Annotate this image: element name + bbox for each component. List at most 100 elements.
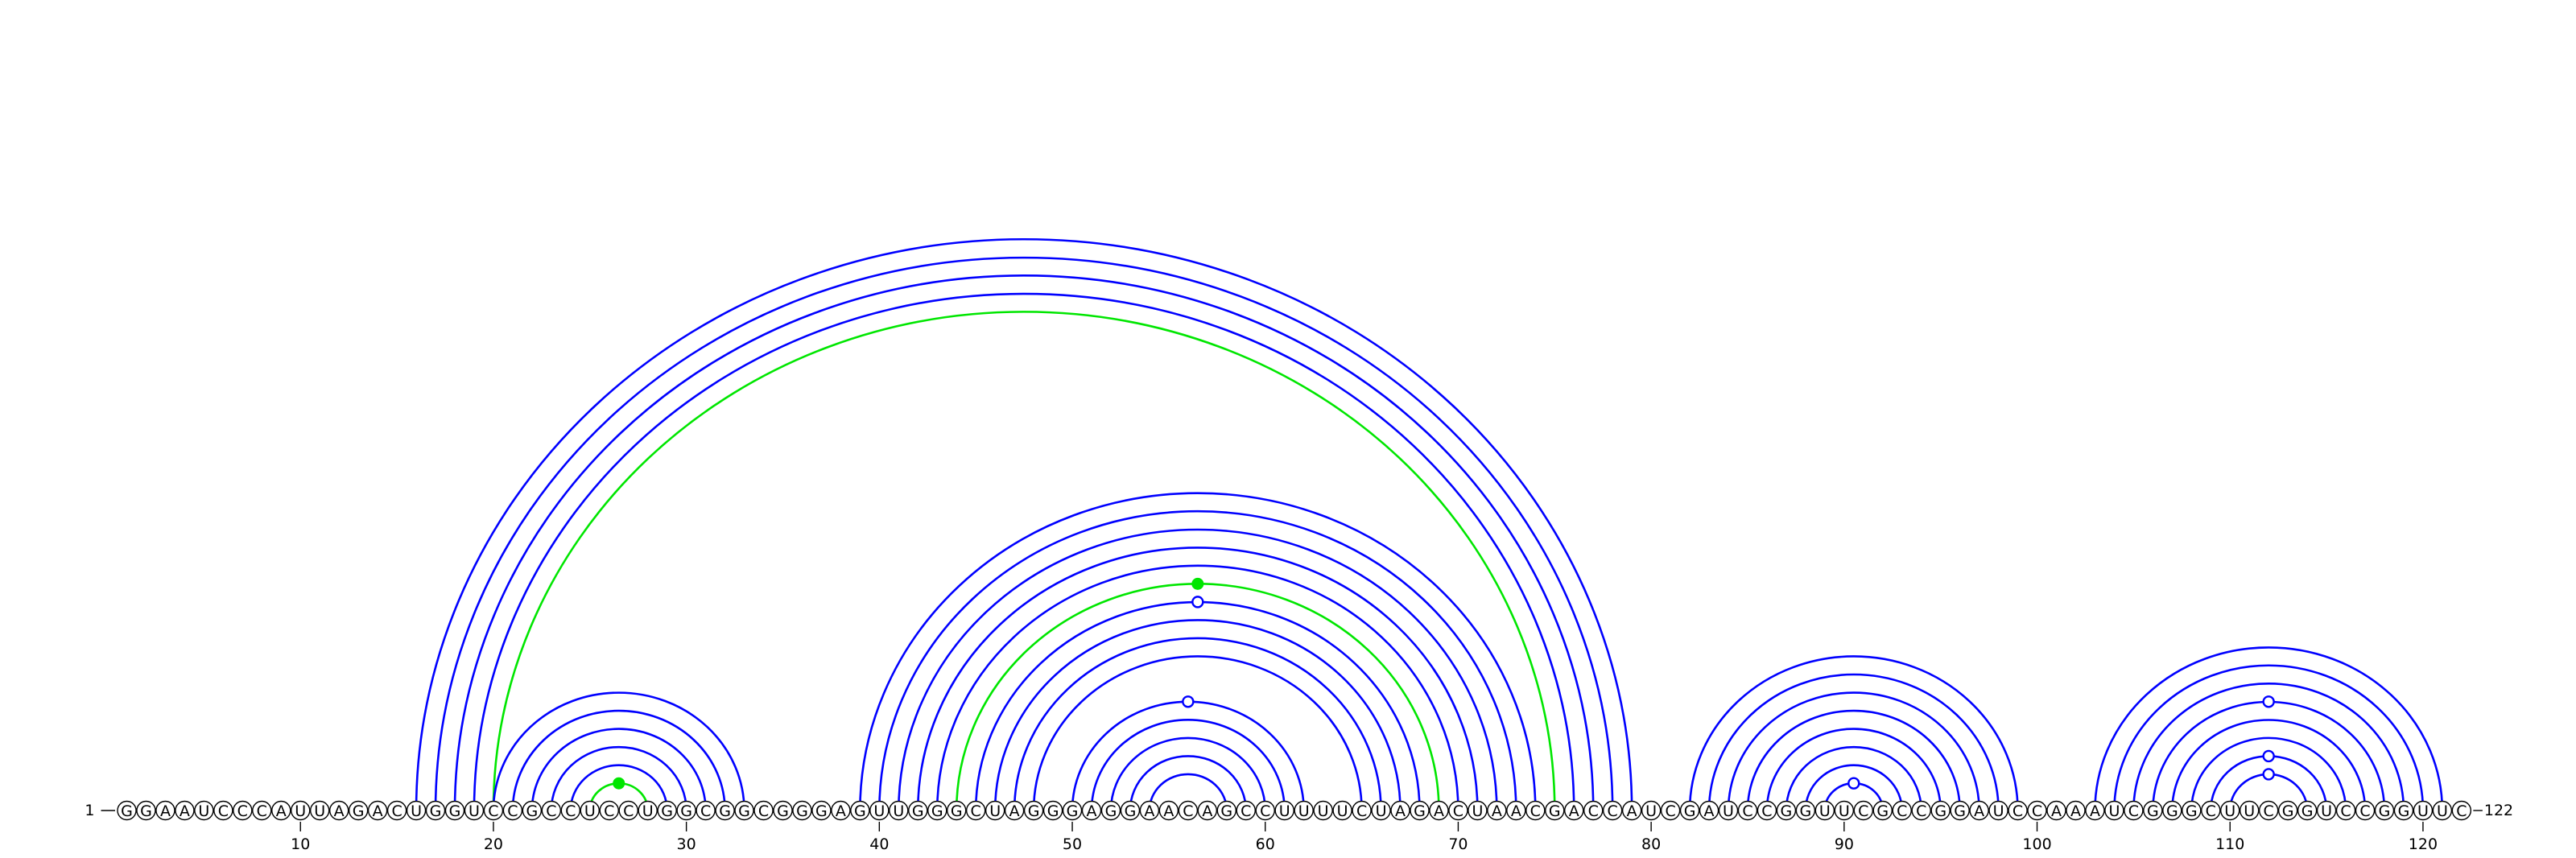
nucleotide-letter: U (1839, 802, 1850, 820)
nucleotide-95: G (1930, 800, 1951, 821)
nucleotide-letter: C (971, 802, 981, 820)
nucleotide-108: G (2182, 800, 2202, 821)
pair-marker-89-92 (1847, 777, 1860, 790)
nucleotide-119: G (2393, 800, 2414, 821)
nucleotide-letter: G (1220, 802, 1232, 820)
nucleotide-21: C (502, 800, 523, 821)
nucleotide-letter: A (1974, 802, 1984, 820)
nucleotide-letter: U (584, 802, 596, 820)
nucleotide-circle (1371, 800, 1391, 821)
nucleotide-circle (406, 800, 427, 821)
nucleotide-41: U (889, 800, 909, 821)
nucleotide-circle (2239, 800, 2260, 821)
nucleotide-120: U (2413, 800, 2434, 821)
nucleotide-circle (1390, 800, 1410, 821)
nucleotide-circle (1178, 800, 1199, 821)
nucleotide-102: A (2066, 800, 2086, 821)
nucleotide-58: G (1216, 800, 1236, 821)
tick-label-20: 20 (484, 835, 503, 853)
nucleotide-12: A (328, 800, 349, 821)
pair-marker-109-115 (2262, 749, 2275, 763)
nucleotide-letter: C (257, 802, 267, 820)
nucleotide-circle (175, 800, 195, 821)
nucleotide-103: A (2085, 800, 2105, 821)
nucleotide-letter: C (1897, 802, 1907, 820)
nucleotide-91: C (1853, 800, 1874, 821)
nucleotide-letter: U (1298, 802, 1310, 820)
nucleotide-circle (1988, 800, 2008, 821)
nucleotide-20: C (483, 800, 504, 821)
nucleotide-25: U (580, 800, 600, 821)
nucleotide-circle (1062, 800, 1083, 821)
nucleotide-34: C (753, 800, 774, 821)
nucleotide-circle (2277, 800, 2298, 821)
nucleotide-9: A (271, 800, 291, 821)
pair-marker-45-68 (1191, 596, 1204, 608)
nucleotide-circle (696, 800, 716, 821)
nucleotide-circle (2201, 800, 2221, 821)
nucleotide-circle (541, 800, 562, 821)
nucleotide-letter: U (1645, 802, 1657, 820)
nucleotide-letter: A (2090, 802, 2100, 820)
nucleotide-65: C (1352, 800, 1372, 821)
nucleotide-circle (2085, 800, 2105, 821)
nucleotide-letter: G (1125, 802, 1137, 820)
nucleotide-letter: U (989, 802, 1001, 820)
nucleotide-circle (927, 800, 947, 821)
nucleotide-63: U (1313, 800, 1333, 821)
base-pair-arc-103-121 (2094, 646, 2444, 811)
nucleotide-46: U (985, 800, 1005, 821)
nucleotide-letter: A (2051, 802, 2062, 820)
nucleotide-circle (831, 800, 851, 821)
nucleotide-59: C (1236, 800, 1256, 821)
nucleotide-73: A (1506, 800, 1526, 821)
nucleotide-43: G (927, 800, 947, 821)
nucleotide-letter: A (1627, 802, 1637, 820)
nucleotide-circle (676, 800, 696, 821)
tick-label-70: 70 (1448, 835, 1468, 853)
nucleotide-53: G (1120, 800, 1141, 821)
nucleotide-45: C (965, 800, 986, 821)
position-ticks: 10 20 30 40 50 60 70 80 90 100 110 120 (291, 822, 2438, 853)
nucleotide-letter: A (1434, 802, 1444, 820)
nucleotide-circle (811, 800, 832, 821)
nucleotide-60: C (1255, 800, 1275, 821)
nucleotide-88: G (1795, 800, 1816, 821)
nucleotide-letter: C (2032, 802, 2042, 820)
nucleotide-circle (1757, 800, 1777, 821)
nucleotide-letter: U (2224, 802, 2235, 820)
nucleotide-36: G (792, 800, 812, 821)
nucleotide-31: C (696, 800, 716, 821)
nucleotide-letter: G (449, 802, 461, 820)
nucleotide-circle (1197, 800, 1218, 821)
base-pair-arc-86-95 (1765, 728, 1942, 811)
nucleotide-74: C (1525, 800, 1546, 821)
nucleotide-circle (1158, 800, 1179, 821)
nucleotide-circle (2162, 800, 2182, 821)
nucleotide-letter: U (1337, 802, 1348, 820)
nucleotide-circle (715, 800, 735, 821)
nucleotide-circle (1468, 800, 1488, 821)
base-pair-arc-23-30 (550, 745, 687, 811)
nucleotide-49: G (1042, 800, 1063, 821)
nucleotide-circle (1525, 800, 1546, 821)
base-pair-arc-20-33 (492, 691, 745, 811)
nucleotide-letter: C (1453, 802, 1463, 820)
nucleotide-letter: A (836, 802, 846, 820)
nucleotide-circle (618, 800, 638, 821)
nucleotide-circle (1352, 800, 1372, 821)
nucleotide-letter: C (1588, 802, 1599, 820)
nucleotide-circle (1853, 800, 1874, 821)
nucleotide-68: G (1410, 800, 1430, 821)
nucleotide-letter: U (893, 802, 904, 820)
nucleotide-3: A (155, 800, 175, 821)
nucleotide-circle (213, 800, 233, 821)
nucleotide-letter: G (2147, 802, 2159, 820)
nucleotide-circle (1506, 800, 1526, 821)
nucleotide-letter: G (1047, 802, 1059, 820)
tick-label-10: 10 (291, 835, 310, 853)
nucleotide-letter: G (796, 802, 808, 820)
nucleotide-96: G (1950, 800, 1970, 821)
nucleotide-circle (1429, 800, 1449, 821)
nucleotide-circle (1236, 800, 1256, 821)
